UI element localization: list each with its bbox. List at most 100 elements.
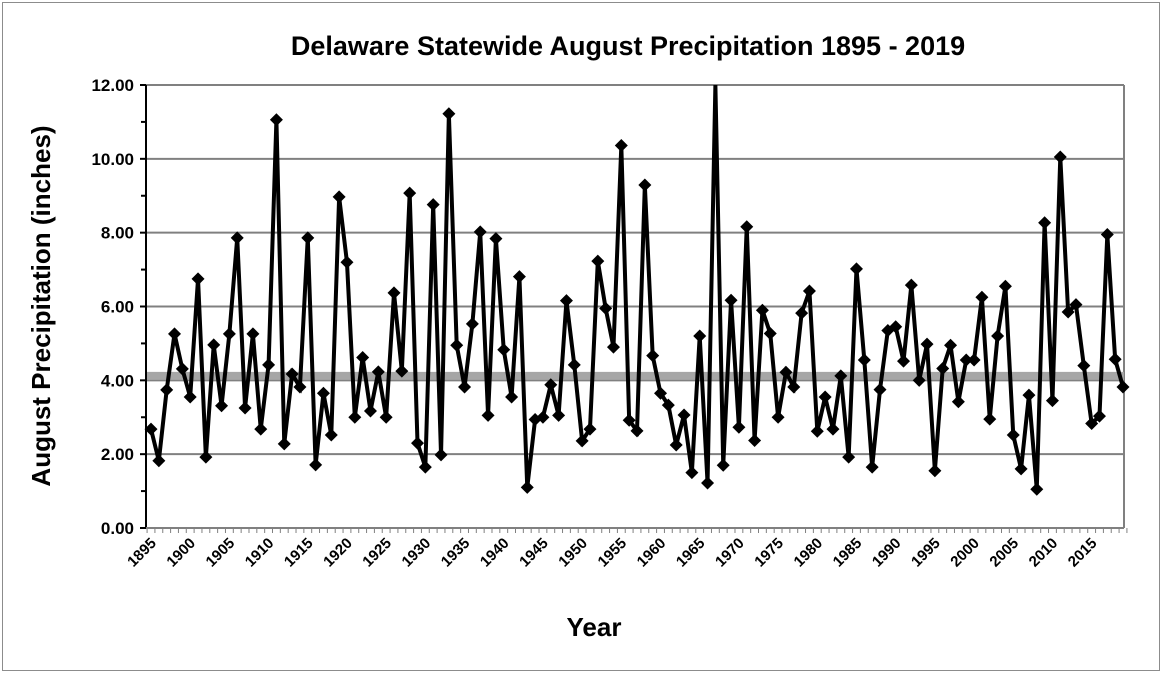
data-point — [403, 186, 417, 200]
data-point — [332, 190, 346, 204]
data-point — [207, 338, 221, 352]
data-point — [363, 404, 377, 418]
data-point — [583, 422, 597, 436]
x-tick-label: 1975 — [751, 535, 787, 571]
data-point — [379, 410, 393, 424]
data-point — [324, 428, 338, 442]
data-point — [1061, 305, 1075, 319]
data-point — [316, 386, 330, 400]
data-point — [897, 354, 911, 368]
data-point — [395, 364, 409, 378]
y-axis-label: August Precipitation (inches) — [26, 125, 56, 486]
data-point — [967, 353, 981, 367]
data-point — [638, 178, 652, 192]
data-point — [1085, 417, 1099, 431]
data-point — [411, 436, 425, 450]
y-tick-label: 4.00 — [101, 371, 134, 390]
data-point — [262, 358, 276, 372]
data-point — [505, 390, 519, 404]
data-point — [1108, 352, 1122, 366]
x-tick-label: 1905 — [203, 535, 239, 571]
data-point — [230, 231, 244, 245]
x-tick-label: 1960 — [634, 535, 670, 571]
data-point — [936, 362, 950, 376]
data-point — [998, 279, 1012, 293]
x-tick-label: 1935 — [438, 535, 474, 571]
data-point — [669, 438, 683, 452]
y-tick-label: 10.00 — [91, 150, 134, 169]
y-axis-ticks: 0.00 2.00 4.00 6.00 8.00 10.00 12.00 — [91, 76, 146, 538]
x-tick-label: 1930 — [399, 535, 435, 571]
data-point — [1053, 150, 1067, 164]
data-point — [191, 272, 205, 286]
data-point — [222, 327, 236, 341]
data-point — [654, 386, 668, 400]
y-tick-label: 0.00 — [101, 519, 134, 538]
data-point — [160, 383, 174, 397]
data-point — [614, 139, 628, 153]
data-point — [434, 448, 448, 462]
data-point — [983, 412, 997, 426]
data-point — [481, 408, 495, 422]
x-tick-label: 1995 — [908, 535, 944, 571]
x-tick-label: 1920 — [320, 535, 356, 571]
data-point — [552, 408, 566, 422]
data-point — [685, 466, 699, 480]
data-point — [802, 284, 816, 298]
data-point — [301, 231, 315, 245]
data-point — [442, 107, 456, 121]
x-tick-label: 1925 — [359, 535, 395, 571]
x-tick-label: 1980 — [790, 535, 826, 571]
data-point — [1030, 482, 1044, 496]
data-point — [724, 293, 738, 307]
data-point — [677, 408, 691, 422]
data-point — [497, 343, 511, 357]
data-point — [183, 390, 197, 404]
x-tick-label: 1950 — [555, 535, 591, 571]
data-point — [458, 380, 472, 394]
data-point — [622, 413, 636, 427]
x-axis-ticks: 1895 1900 1905 1910 1915 1920 1925 1930 1935 1940… — [124, 528, 1128, 571]
x-tick-label: 1965 — [673, 535, 709, 571]
data-point — [520, 480, 534, 494]
data-point — [928, 464, 942, 478]
x-tick-label: 1910 — [242, 535, 278, 571]
y-tick-label: 12.00 — [91, 76, 134, 95]
data-point — [246, 327, 260, 341]
data-point — [1014, 462, 1028, 476]
x-tick-label: 1915 — [281, 535, 317, 571]
data-point — [348, 410, 362, 424]
data-point — [559, 294, 573, 308]
x-tick-label: 2010 — [1026, 535, 1062, 571]
data-point — [1006, 428, 1020, 442]
data-point — [732, 420, 746, 434]
x-tick-label: 2015 — [1065, 535, 1101, 571]
data-point — [465, 317, 479, 331]
x-tick-label: 1940 — [477, 535, 513, 571]
data-point — [701, 476, 715, 490]
data-point — [277, 437, 291, 451]
data-point — [269, 113, 283, 127]
series-group — [144, 84, 1130, 496]
data-point — [959, 353, 973, 367]
data-point — [795, 306, 809, 320]
data-point — [175, 362, 189, 376]
gridlines — [146, 84, 1125, 528]
data-point — [748, 434, 762, 448]
y-tick-label: 2.00 — [101, 445, 134, 464]
data-point — [544, 378, 558, 392]
data-point — [473, 225, 487, 239]
data-point — [152, 454, 166, 468]
data-point — [810, 424, 824, 438]
data-point — [912, 373, 926, 387]
data-point — [826, 422, 840, 436]
data-point — [787, 380, 801, 394]
data-point — [238, 401, 252, 415]
data-point — [630, 424, 644, 438]
data-point — [285, 367, 299, 381]
data-point — [575, 434, 589, 448]
data-point — [536, 410, 550, 424]
x-axis-label: Year — [567, 612, 622, 642]
data-point — [991, 329, 1005, 343]
